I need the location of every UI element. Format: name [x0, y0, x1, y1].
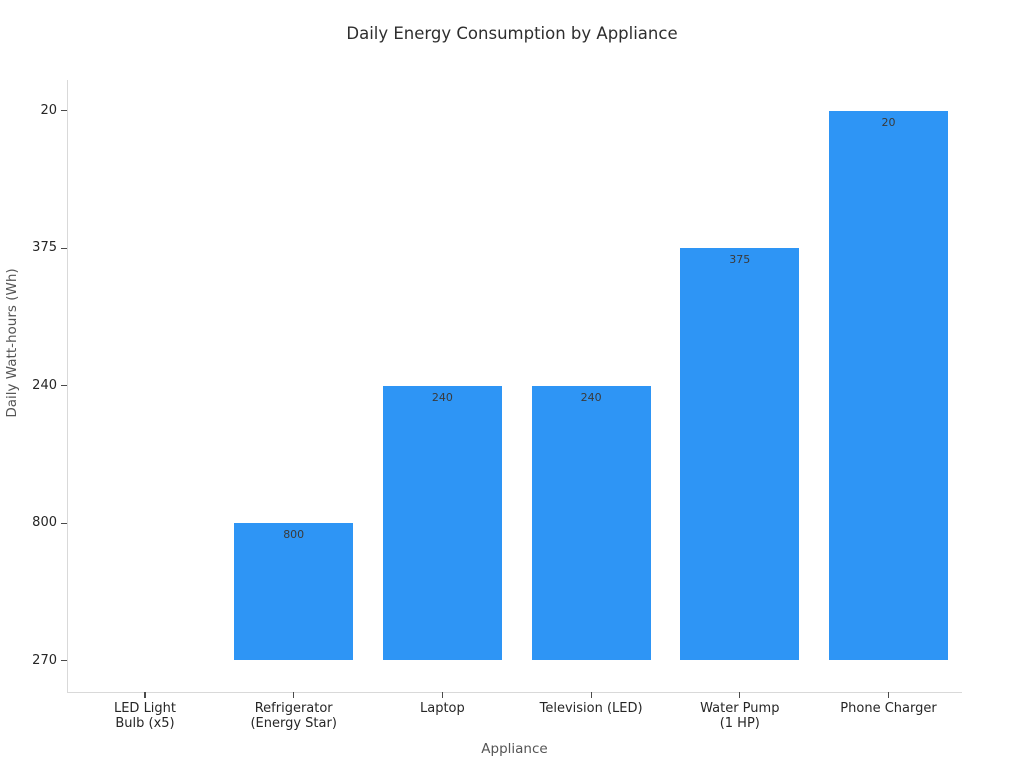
- x-tick-mark: [590, 692, 592, 698]
- x-tick-label-line: Phone Charger: [840, 701, 937, 716]
- x-tick-label-line: Water Pump: [700, 701, 780, 716]
- y-axis-spine: [67, 80, 69, 692]
- x-tick-label: Television (LED): [517, 701, 665, 716]
- bar: [829, 110, 948, 661]
- x-tick-label: Refrigerator (Energy Star): [220, 701, 368, 731]
- y-tick-mark: [61, 247, 67, 249]
- x-tick-mark: [144, 692, 146, 698]
- chart-title: Daily Energy Consumption by Appliance: [346, 24, 678, 43]
- y-tick-label: 240: [32, 377, 57, 393]
- x-axis-spine: [67, 692, 962, 694]
- bar: [234, 523, 354, 661]
- bar: [680, 248, 800, 661]
- x-tick-label: Laptop: [368, 701, 516, 716]
- bar-value-label: 240: [431, 390, 453, 404]
- x-axis-label: Appliance: [481, 741, 548, 757]
- y-tick-label: 800: [32, 515, 57, 531]
- x-tick-mark: [293, 692, 295, 698]
- x-tick-label-line: Refrigerator: [254, 701, 333, 716]
- x-tick-label-line: Bulb (x5): [115, 716, 175, 731]
- bar-value-label: 375: [729, 253, 751, 267]
- y-tick-label: 20: [40, 102, 57, 118]
- x-tick-mark: [441, 692, 443, 698]
- x-tick-label-line: (Energy Star): [250, 716, 337, 731]
- x-tick-label-line: (1 HP): [719, 716, 760, 731]
- x-tick-label-line: LED Light: [113, 701, 177, 716]
- x-tick-label: LED Light Bulb (x5): [71, 701, 219, 731]
- bar: [531, 385, 651, 661]
- y-tick-label: 270: [32, 652, 57, 668]
- y-tick-mark: [61, 110, 67, 112]
- bar-value-label: 240: [580, 390, 602, 404]
- x-tick-mark: [887, 692, 890, 698]
- y-tick-mark: [61, 385, 67, 387]
- bar: [382, 385, 502, 661]
- bar-value-label: 800: [283, 528, 305, 542]
- y-tick-label: 375: [32, 240, 57, 256]
- x-tick-label: Phone Charger: [815, 701, 963, 716]
- x-tick-label: Water Pump (1 HP): [666, 701, 814, 731]
- x-tick-label-line: Television (LED): [539, 701, 643, 716]
- y-tick-mark: [61, 522, 67, 524]
- x-tick-mark: [739, 692, 741, 698]
- y-tick-mark: [61, 659, 67, 662]
- x-tick-label-line: Laptop: [420, 701, 465, 716]
- bar-value-label: 20: [881, 115, 896, 129]
